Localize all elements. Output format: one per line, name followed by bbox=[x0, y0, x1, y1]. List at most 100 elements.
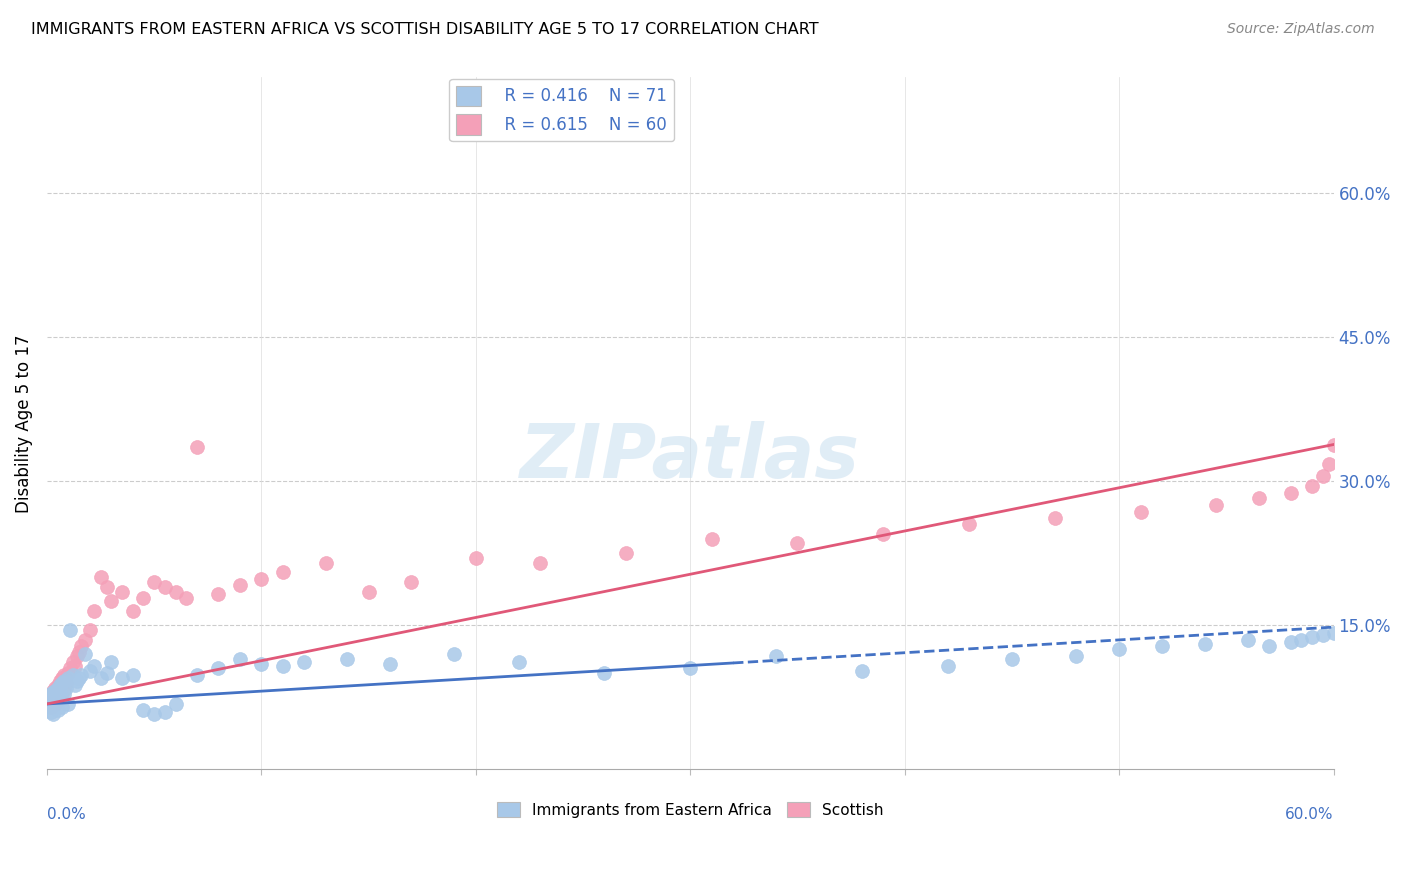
Point bbox=[39, 699, 62, 714]
Point bbox=[464, 550, 486, 565]
Point bbox=[1194, 637, 1216, 651]
Point bbox=[55, 681, 77, 695]
Point bbox=[207, 587, 229, 601]
Point bbox=[100, 655, 122, 669]
Point bbox=[39, 693, 62, 707]
Point bbox=[83, 658, 105, 673]
Point bbox=[49, 678, 72, 692]
Point bbox=[1237, 632, 1260, 647]
Point bbox=[786, 536, 808, 550]
Point bbox=[66, 673, 89, 688]
Point bbox=[44, 697, 66, 711]
Point bbox=[614, 546, 637, 560]
Point bbox=[1323, 625, 1346, 640]
Text: 60.0%: 60.0% bbox=[1285, 807, 1334, 822]
Point bbox=[1001, 652, 1024, 666]
Point bbox=[39, 687, 62, 701]
Point bbox=[271, 566, 294, 580]
Point bbox=[1317, 457, 1340, 471]
Point bbox=[49, 687, 72, 701]
Y-axis label: Disability Age 5 to 17: Disability Age 5 to 17 bbox=[15, 334, 32, 513]
Point bbox=[1129, 505, 1152, 519]
Point bbox=[51, 675, 73, 690]
Point bbox=[851, 665, 873, 679]
Legend: Immigrants from Eastern Africa, Scottish: Immigrants from Eastern Africa, Scottish bbox=[491, 796, 890, 824]
Point bbox=[46, 681, 69, 695]
Point bbox=[357, 584, 380, 599]
Point bbox=[111, 584, 134, 599]
Point bbox=[936, 658, 959, 673]
Point bbox=[42, 685, 65, 699]
Point bbox=[207, 661, 229, 675]
Point bbox=[44, 681, 66, 695]
Point bbox=[51, 671, 73, 685]
Point bbox=[96, 580, 118, 594]
Point bbox=[42, 695, 65, 709]
Point bbox=[42, 706, 65, 721]
Point bbox=[765, 648, 787, 663]
Point bbox=[46, 693, 69, 707]
Point bbox=[62, 655, 84, 669]
Point bbox=[63, 678, 86, 692]
Point bbox=[529, 556, 551, 570]
Point bbox=[79, 665, 101, 679]
Point bbox=[79, 623, 101, 637]
Point bbox=[58, 671, 80, 685]
Point bbox=[378, 657, 401, 671]
Point bbox=[75, 632, 97, 647]
Point bbox=[1258, 640, 1281, 654]
Point bbox=[153, 705, 176, 719]
Point bbox=[957, 517, 980, 532]
Point bbox=[1205, 498, 1227, 512]
Point bbox=[872, 527, 894, 541]
Point bbox=[96, 666, 118, 681]
Point bbox=[271, 658, 294, 673]
Point bbox=[58, 697, 80, 711]
Point bbox=[229, 652, 252, 666]
Point bbox=[679, 661, 702, 675]
Point bbox=[1301, 479, 1323, 493]
Point bbox=[143, 706, 166, 721]
Point bbox=[75, 647, 97, 661]
Point bbox=[593, 666, 616, 681]
Point bbox=[508, 655, 530, 669]
Point bbox=[186, 668, 208, 682]
Point bbox=[89, 671, 111, 685]
Point bbox=[42, 695, 65, 709]
Point bbox=[174, 591, 197, 606]
Point bbox=[46, 678, 69, 692]
Point bbox=[70, 640, 93, 654]
Point bbox=[53, 673, 76, 688]
Point bbox=[49, 673, 72, 688]
Point bbox=[1152, 640, 1174, 654]
Point bbox=[1279, 635, 1302, 649]
Point bbox=[53, 687, 76, 701]
Point bbox=[700, 532, 723, 546]
Point bbox=[111, 671, 134, 685]
Point bbox=[62, 668, 84, 682]
Point bbox=[38, 693, 60, 707]
Point bbox=[63, 658, 86, 673]
Point bbox=[42, 699, 65, 714]
Point bbox=[186, 441, 208, 455]
Point bbox=[336, 652, 359, 666]
Point bbox=[67, 645, 90, 659]
Point bbox=[53, 668, 76, 682]
Point bbox=[67, 671, 90, 685]
Point bbox=[70, 668, 93, 682]
Point bbox=[443, 647, 465, 661]
Point bbox=[100, 594, 122, 608]
Point bbox=[55, 675, 77, 690]
Point bbox=[59, 661, 82, 675]
Point bbox=[1247, 491, 1270, 506]
Point bbox=[229, 578, 252, 592]
Point bbox=[39, 687, 62, 701]
Point bbox=[44, 683, 66, 698]
Point bbox=[165, 584, 187, 599]
Point bbox=[46, 690, 69, 705]
Point bbox=[1312, 469, 1334, 483]
Point bbox=[66, 648, 89, 663]
Point bbox=[1291, 632, 1313, 647]
Point bbox=[315, 556, 337, 570]
Point bbox=[59, 623, 82, 637]
